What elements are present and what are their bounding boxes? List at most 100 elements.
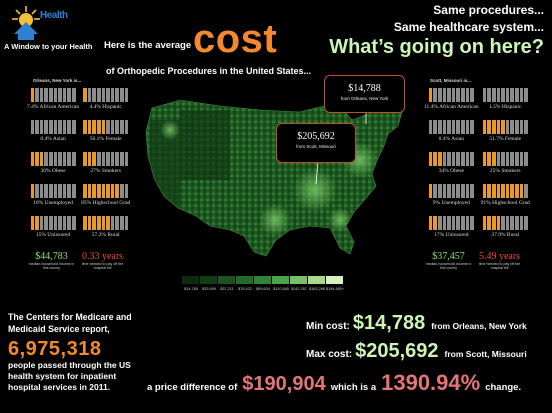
stat-item: 51.7% Female [481, 119, 530, 149]
people-icon [30, 87, 76, 102]
map-legend: $14,788 $33,999 $37,211 $78,422 $99,634 $120,… [182, 276, 344, 291]
min-cost-row: Min cost: $14,788 from Orleans, New York [306, 312, 527, 335]
stat-item: 0.4% Asian [27, 119, 79, 149]
question-1: Same procedures... [433, 3, 544, 17]
stat-item: 27% Smokers [81, 151, 130, 181]
diff-mid: which is a [330, 382, 377, 393]
stat-label: 15% Uninsured [35, 232, 71, 238]
sun-house-icon [12, 6, 40, 40]
people-icon [482, 183, 528, 198]
stat-item: 0.4% Asian [424, 119, 479, 149]
stat-item: 91% Highschool Grad [481, 183, 530, 213]
scott-years: 5.49 years [478, 251, 521, 262]
orleans-callout: $14,788 from Orleans, New York [324, 75, 405, 113]
legend-tick: $120,845 [273, 287, 289, 291]
people-icon [30, 183, 76, 198]
stat-label: 37.9% Rural [491, 232, 520, 238]
question-2: Same healthcare system... [393, 20, 544, 34]
stat-label: 0.4% Asian [40, 136, 66, 142]
diff-percent: 1390.94% [381, 370, 481, 395]
scott-income: $37,457 [432, 251, 465, 262]
stat-item: 11.4% African American [424, 87, 479, 117]
stat-item: 50.1% Female [81, 119, 130, 149]
people-icon [482, 151, 528, 166]
people-icon [428, 87, 474, 102]
stat-label: 50.1% Female [89, 136, 122, 142]
legend-tick: $163,268 [309, 287, 325, 291]
people-icon [30, 151, 76, 166]
title-cost: cost [193, 17, 278, 61]
legend-tick: $142,057 [291, 287, 307, 291]
stat-label: 10% Unemployed [33, 200, 73, 206]
legend-tick: $14,788 [184, 287, 198, 291]
legend-swatch [326, 276, 343, 284]
people-icon [482, 119, 528, 134]
diff-value: $190,904 [242, 373, 326, 395]
stat-item: 85% Highschool Grad [81, 183, 130, 213]
legend-swatch [254, 276, 271, 284]
stat-item: 9% Unemployed [424, 183, 479, 213]
stat-label: 7.4% African American [27, 104, 80, 110]
scott-panel: Scott, Missouri is... 11.4% African Amer… [424, 78, 530, 270]
people-icon [428, 119, 474, 134]
min-cost-value: $14,788 [352, 312, 426, 334]
stat-label: 57.2% Rural [91, 232, 120, 238]
stat-label: 9% Unemployed [432, 200, 470, 206]
people-icon [428, 183, 474, 198]
scott-callout-value: $205,692 [297, 131, 335, 142]
tagline: A Window to your Health [4, 42, 93, 51]
stat-item: 25% Smokers [481, 151, 530, 181]
legend-tick: $99,634 [256, 287, 270, 291]
stat-label: 34% Obese [438, 168, 464, 174]
stat-item: 15% Uninsured [27, 215, 79, 245]
scott-callout-place: from Scott, Missouri [296, 144, 336, 149]
max-cost-value: $205,692 [355, 340, 439, 362]
legend-swatch [290, 276, 307, 284]
stat-item: 34% Obese [424, 151, 479, 181]
orleans-callout-place: from Orleans, New York [340, 96, 389, 101]
title-prefix: Here is the average [104, 40, 192, 51]
patient-count: 6,975,318 [8, 338, 102, 360]
people-icon [83, 87, 129, 102]
legend-tick: $78,422 [238, 287, 252, 291]
diff-prefix: a price difference of [147, 382, 238, 393]
stat-item: 7.4% African American [27, 87, 79, 117]
legend-swatch [272, 276, 289, 284]
stat-label: 27% Smokers [90, 168, 122, 174]
orleans-income: $44,783 [35, 251, 68, 262]
legend-swatch [182, 276, 199, 284]
us-county-map [140, 90, 410, 268]
orleans-callout-value: $14,788 [348, 83, 381, 94]
stat-label: 91% Highschool Grad [480, 200, 530, 206]
legend-swatch [200, 276, 217, 284]
patient-description: people passed through the US health syst… [8, 360, 131, 393]
stat-label: 85% Highschool Grad [81, 200, 131, 206]
scott-stats: 11.4% African American 1.5% Hispanic 0.4% … [424, 87, 530, 245]
scott-heading: Scott, Missouri is... [430, 78, 472, 83]
people-icon [482, 87, 528, 102]
orleans-heading: Orleans, New York is... [33, 78, 82, 83]
logo-text: Health [40, 10, 68, 21]
stat-label: 25% Smokers [489, 168, 521, 174]
legend-tick: $33,999 [202, 287, 216, 291]
max-cost-place: from Scott, Missouri [444, 349, 527, 359]
legend-swatch [236, 276, 253, 284]
stat-label: 51.7% Female [489, 136, 522, 142]
legend-swatch [218, 276, 235, 284]
orleans-income-caption: median household income in this county [28, 262, 75, 271]
stat-item: 37.9% Rural [481, 215, 530, 245]
max-cost-label: Max cost: [306, 349, 353, 360]
scott-callout: $205,692 from Scott, Missouri [276, 123, 356, 163]
legend-tick: $37,211 [220, 287, 234, 291]
stat-label: 17% Uninsured [434, 232, 469, 238]
people-icon [428, 215, 474, 230]
people-icon [83, 183, 129, 198]
min-cost-label: Min cost: [306, 321, 350, 332]
stat-label: 4.4% Hispanic [89, 104, 122, 110]
price-difference-row: a price difference of $190,904 which is … [147, 370, 521, 396]
legend-ticks: $14,788 $33,999 $37,211 $78,422 $99,634 $120,… [182, 287, 344, 291]
people-icon [482, 215, 528, 230]
stat-label: 30% Obese [40, 168, 66, 174]
question-3: What’s going on here? [329, 36, 544, 58]
orleans-panel: Orleans, New York is... 7.4% African Ame… [27, 78, 130, 271]
